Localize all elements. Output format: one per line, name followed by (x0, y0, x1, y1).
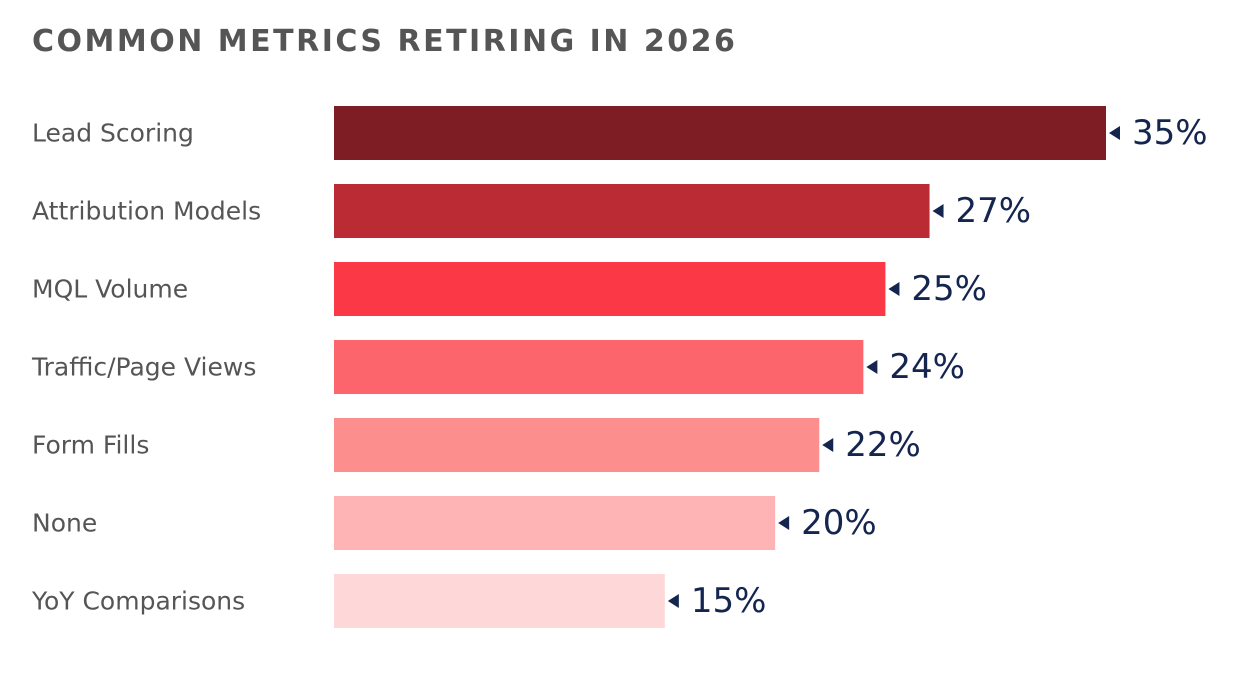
value-marker-lead-scoring (1109, 126, 1120, 140)
category-label-lead-scoring: Lead Scoring (32, 119, 194, 148)
value-marker-attribution-models (932, 204, 944, 218)
value-label-none: 20% (801, 503, 877, 543)
category-label-none: None (32, 509, 97, 538)
value-label-yoy-comparisons: 15% (691, 581, 767, 621)
chart-title: COMMON METRICS RETIRING IN 2026 (32, 24, 738, 59)
bar-attribution-models (334, 184, 930, 238)
value-marker-traffic-page-views (866, 360, 878, 374)
category-label-mql-volume: MQL Volume (32, 275, 188, 304)
bar-mql-volume (334, 262, 886, 316)
value-marker-mql-volume (888, 282, 900, 296)
value-label-form-fills: 22% (845, 425, 921, 465)
bar-row-traffic-page-views: Traffic/Page Views 24% (31, 340, 965, 394)
bar-row-mql-volume: MQL Volume 25% (32, 262, 987, 316)
value-label-mql-volume: 25% (911, 269, 987, 309)
bar-row-attribution-models: Attribution Models 27% (32, 184, 1031, 238)
category-label-form-fills: Form Fills (32, 431, 149, 460)
value-label-attribution-models: 27% (956, 191, 1032, 231)
bar-yoy-comparisons (334, 574, 665, 628)
bar-row-yoy-comparisons: YoY Comparisons 15% (31, 574, 766, 628)
value-marker-yoy-comparisons (667, 594, 679, 608)
value-label-traffic-page-views: 24% (889, 347, 965, 387)
bar-row-lead-scoring: Lead Scoring 35% (32, 106, 1208, 160)
category-label-traffic-page-views: Traffic/Page Views (31, 353, 256, 382)
value-marker-none (778, 516, 790, 530)
value-label-lead-scoring: 35% (1132, 113, 1208, 153)
bar-form-fills (334, 418, 820, 472)
bar-row-form-fills: Form Fills 22% (32, 418, 921, 472)
bar-lead-scoring (334, 106, 1106, 160)
value-marker-form-fills (822, 438, 834, 452)
bar-row-none: None 20% (32, 496, 877, 550)
category-label-attribution-models: Attribution Models (32, 197, 261, 226)
bar-none (334, 496, 776, 550)
bar-traffic-page-views (334, 340, 864, 394)
category-label-yoy-comparisons: YoY Comparisons (31, 587, 245, 616)
